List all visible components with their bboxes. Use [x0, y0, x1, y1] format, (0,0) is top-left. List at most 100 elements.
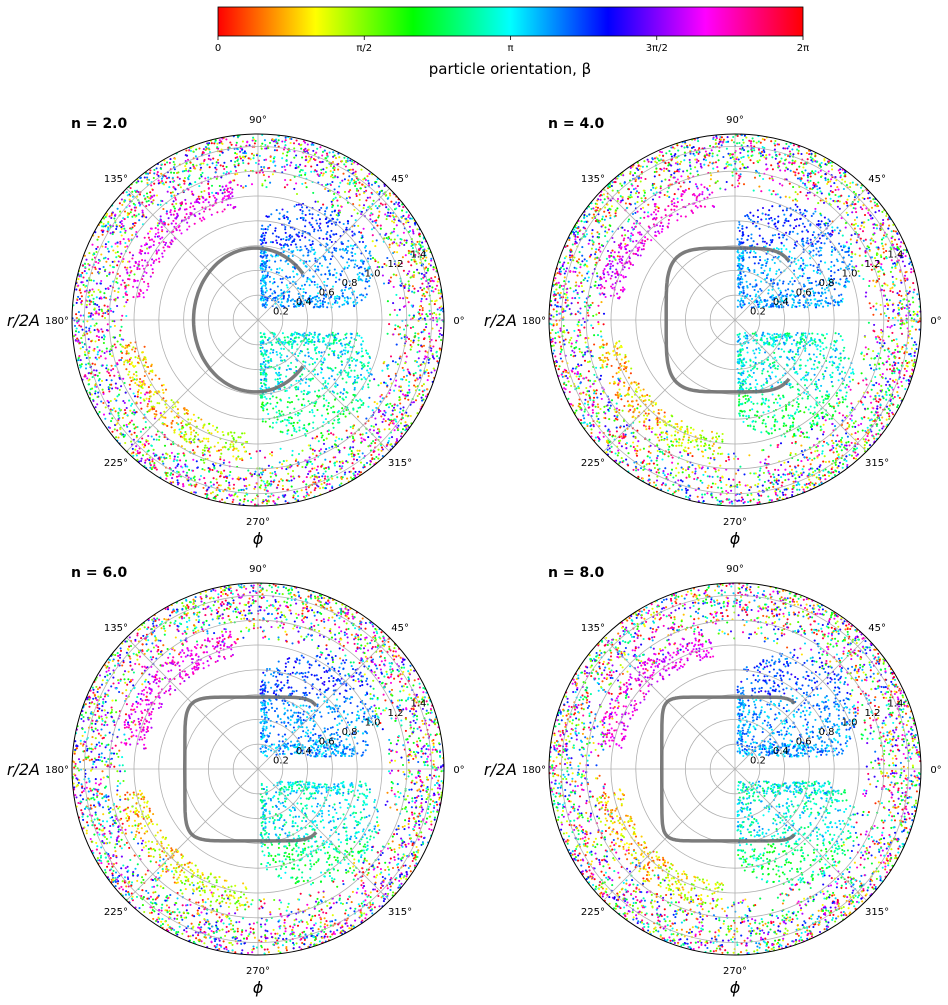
- data-point: [335, 213, 338, 217]
- data-point: [321, 475, 324, 478]
- data-point: [363, 376, 366, 379]
- data-point: [148, 203, 151, 206]
- data-point: [371, 234, 374, 237]
- data-point: [170, 222, 173, 225]
- data-point: [319, 146, 322, 149]
- data-point: [166, 190, 169, 193]
- data-point: [276, 268, 279, 271]
- data-point: [165, 473, 168, 476]
- data-point: [221, 210, 224, 213]
- data-point: [347, 239, 350, 242]
- data-point: [135, 181, 138, 184]
- data-point: [305, 463, 308, 467]
- data-point: [360, 299, 363, 302]
- data-point: [128, 251, 131, 254]
- data-point: [97, 305, 101, 308]
- data-point: [299, 349, 302, 353]
- data-point: [175, 229, 178, 232]
- data-point: [430, 257, 433, 260]
- data-point: [308, 213, 311, 216]
- data-point: [264, 231, 267, 234]
- data-point: [203, 468, 206, 472]
- data-point: [292, 496, 295, 499]
- data-point: [282, 460, 285, 463]
- data-point: [96, 328, 99, 331]
- data-point: [331, 445, 334, 448]
- data-point: [345, 429, 348, 432]
- data-point: [336, 476, 339, 479]
- data-point: [99, 383, 102, 386]
- data-point: [207, 143, 210, 146]
- data-point: [134, 222, 137, 225]
- data-point: [368, 252, 371, 255]
- data-point: [306, 143, 309, 146]
- data-point: [258, 171, 261, 174]
- data-point: [275, 411, 278, 414]
- data-point: [218, 475, 222, 478]
- data-point: [419, 316, 422, 320]
- data-point: [300, 143, 303, 146]
- data-point: [338, 185, 341, 188]
- data-point: [289, 466, 292, 469]
- data-point: [225, 138, 228, 141]
- data-point: [152, 240, 155, 243]
- data-point: [287, 262, 290, 266]
- data-point: [304, 428, 308, 431]
- data-point: [327, 433, 330, 436]
- data-point: [121, 279, 124, 282]
- data-point: [150, 184, 153, 187]
- data-point: [347, 371, 350, 374]
- data-point: [363, 464, 366, 467]
- data-point: [261, 473, 264, 476]
- data-point: [432, 316, 435, 319]
- data-point: [403, 239, 406, 242]
- data-point: [365, 432, 368, 435]
- data-point: [356, 449, 359, 452]
- data-point: [209, 468, 212, 471]
- data-point: [404, 426, 408, 429]
- data-point: [207, 157, 210, 160]
- data-point: [264, 143, 267, 147]
- data-point: [117, 414, 120, 417]
- data-point: [340, 205, 343, 208]
- data-point: [392, 230, 395, 233]
- data-point: [133, 350, 136, 353]
- data-point: [120, 222, 123, 225]
- data-point: [361, 273, 364, 276]
- data-point: [313, 489, 316, 492]
- data-point: [277, 371, 281, 374]
- data-point: [253, 487, 256, 490]
- data-point: [393, 308, 396, 312]
- data-point: [176, 176, 179, 179]
- data-point: [217, 441, 220, 444]
- data-point: [239, 488, 242, 491]
- data-point: [265, 303, 268, 306]
- data-point: [402, 369, 405, 372]
- data-point: [370, 228, 374, 231]
- data-point: [275, 149, 279, 152]
- data-point: [408, 372, 411, 375]
- data-point: [225, 170, 228, 174]
- data-point: [96, 245, 99, 249]
- data-point: [130, 433, 133, 436]
- data-point: [269, 160, 272, 163]
- data-point: [145, 391, 148, 394]
- data-point: [200, 190, 203, 193]
- data-point: [338, 278, 341, 281]
- data-point: [336, 373, 339, 376]
- data-point: [117, 417, 120, 421]
- data-point: [430, 347, 433, 350]
- data-point: [317, 389, 320, 392]
- data-point: [327, 382, 330, 385]
- data-point: [368, 396, 371, 399]
- data-point: [216, 430, 219, 433]
- data-point: [318, 208, 321, 211]
- data-point: [179, 207, 182, 210]
- data-point: [321, 387, 324, 390]
- data-point: [322, 203, 325, 206]
- data-point: [396, 244, 399, 247]
- data-point: [116, 207, 119, 210]
- data-point: [304, 245, 307, 248]
- data-point: [85, 306, 88, 309]
- data-point: [325, 152, 329, 155]
